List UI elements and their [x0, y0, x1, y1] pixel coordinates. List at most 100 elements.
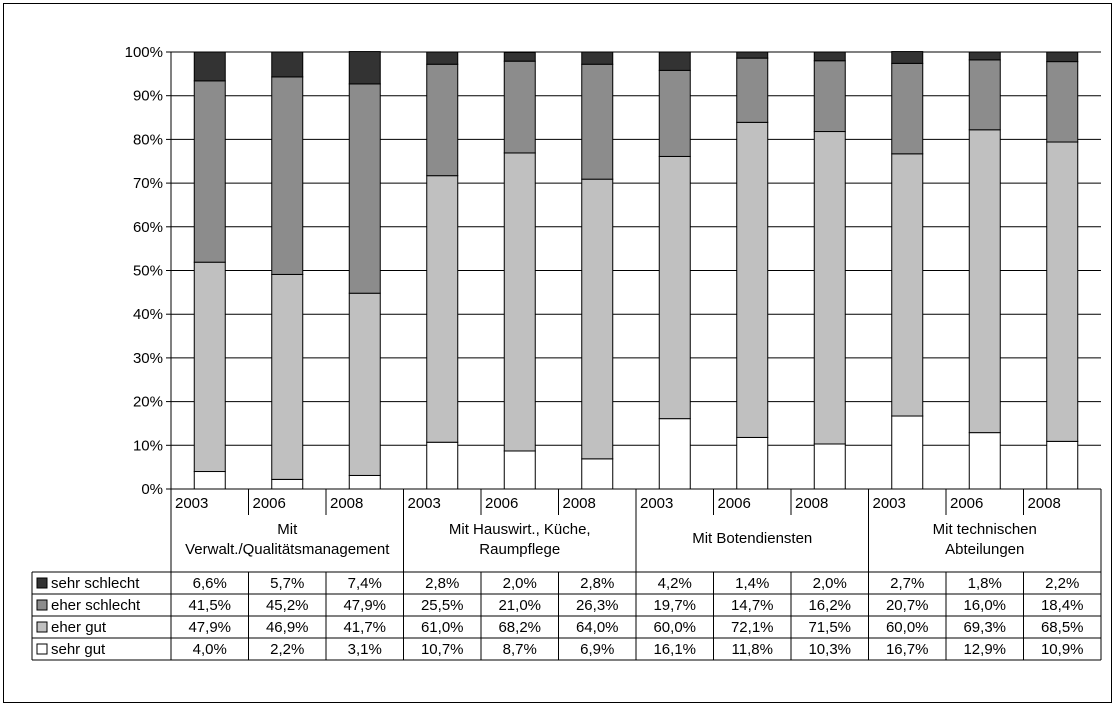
y-tick-label: 10% — [133, 437, 163, 454]
y-tick-label: 20% — [133, 394, 163, 411]
bar-eher-schlecht-1 — [271, 76, 304, 275]
bar-sehr-gut-7 — [736, 436, 769, 490]
bar-sehr-schlecht-11 — [1046, 51, 1079, 63]
data-label: 1,8% — [968, 575, 1002, 592]
legend-key-eher-schlecht — [36, 599, 48, 611]
data-label: 18,4% — [1041, 597, 1084, 614]
data-label: 25,5% — [421, 597, 464, 614]
data-label: 3,1% — [348, 641, 382, 658]
data-label: 10,7% — [421, 641, 464, 658]
y-tick-label: 40% — [133, 306, 163, 323]
bar-eher-gut-10 — [968, 129, 1001, 434]
legend-label: sehr gut — [51, 641, 106, 658]
stacked-bar-chart: 0% 10% 20% 30% 40% 50% 60% 70% 80% 90% 100% 2003 200… — [31, 44, 1102, 661]
data-label: 11,8% — [732, 641, 773, 658]
data-label: 69,3% — [963, 619, 1006, 636]
bar-eher-gut-6 — [658, 155, 691, 420]
bar-sehr-gut-11 — [1046, 440, 1079, 490]
bar-eher-schlecht-0 — [193, 80, 226, 263]
data-label: 72,1% — [731, 619, 774, 636]
bar-eher-gut-5 — [581, 178, 614, 460]
bar-eher-schlecht-11 — [1046, 61, 1079, 143]
bar-eher-schlecht-4 — [503, 60, 536, 154]
data-label: 6,6% — [193, 575, 227, 592]
bar-eher-gut-1 — [271, 273, 304, 480]
bar-eher-gut-9 — [891, 153, 924, 417]
bar-eher-gut-8 — [813, 131, 846, 445]
group-label: Mit Botendiensten — [692, 530, 812, 547]
group-label: Verwalt./Qualitätsmanagement — [185, 541, 390, 558]
bar-sehr-schlecht-3 — [426, 51, 459, 65]
year-label: 2003 — [408, 495, 441, 512]
data-label: 64,0% — [576, 619, 619, 636]
data-label: 5,7% — [270, 575, 304, 592]
bar-eher-schlecht-10 — [968, 59, 1001, 131]
group-label: Mit Hauswirt., Küche, — [449, 521, 591, 538]
y-tick-label: 100% — [125, 44, 163, 61]
data-label: 19,7% — [653, 597, 696, 614]
year-label: 2006 — [718, 495, 751, 512]
bar-sehr-gut-0 — [193, 471, 226, 490]
year-label: 2003 — [175, 495, 208, 512]
data-label: 41,7% — [343, 619, 386, 636]
data-label: 2,2% — [1045, 575, 1079, 592]
y-tick-label: 60% — [133, 219, 163, 236]
y-tick-label: 80% — [133, 131, 163, 148]
data-label: 2,2% — [270, 641, 304, 658]
legend-key-sehr-schlecht — [36, 577, 48, 589]
legend-label: sehr schlecht — [51, 575, 140, 592]
bar-eher-gut-0 — [193, 261, 226, 473]
bar-sehr-gut-10 — [968, 432, 1001, 490]
y-tick-label: 70% — [133, 175, 163, 192]
data-label: 41,5% — [188, 597, 231, 614]
data-label: 20,7% — [886, 597, 929, 614]
bar-sehr-schlecht-1 — [271, 51, 304, 78]
y-tick-label: 30% — [133, 350, 163, 367]
data-label: 26,3% — [576, 597, 619, 614]
year-label: 2006 — [950, 495, 983, 512]
data-label: 68,5% — [1041, 619, 1084, 636]
data-label: 21,0% — [498, 597, 541, 614]
legend-label: eher schlecht — [51, 597, 141, 614]
data-label: 4,2% — [658, 575, 692, 592]
data-label: 2,8% — [425, 575, 459, 592]
data-label: 2,8% — [580, 575, 614, 592]
group-label: Mit technischen — [933, 521, 1037, 538]
data-label: 46,9% — [266, 619, 309, 636]
data-label: 16,7% — [886, 641, 929, 658]
year-label: 2003 — [640, 495, 673, 512]
group-label: Raumpflege — [479, 541, 560, 558]
data-label: 10,9% — [1041, 641, 1084, 658]
data-label: 60,0% — [886, 619, 929, 636]
bar-sehr-gut-2 — [348, 474, 381, 490]
data-label: 2,7% — [890, 575, 924, 592]
data-label: 12,9% — [963, 641, 1006, 658]
data-label: 71,5% — [808, 619, 851, 636]
year-label: 2008 — [330, 495, 363, 512]
data-label: 45,2% — [266, 597, 309, 614]
legend-key-eher-gut — [36, 621, 48, 633]
legend-key-sehr-gut — [36, 643, 48, 655]
legend-label: eher gut — [51, 619, 107, 636]
year-label: 2006 — [253, 495, 286, 512]
data-label: 47,9% — [343, 597, 386, 614]
bar-eher-schlecht-9 — [891, 62, 924, 155]
year-label: 2008 — [563, 495, 596, 512]
data-label: 4,0% — [193, 641, 227, 658]
group-label: Abteilungen — [945, 541, 1024, 558]
bar-eher-gut-4 — [503, 152, 536, 452]
bar-sehr-schlecht-7 — [736, 51, 769, 59]
bar-eher-schlecht-6 — [658, 69, 691, 157]
bar-sehr-schlecht-9 — [891, 51, 924, 64]
bar-sehr-gut-1 — [271, 478, 304, 490]
bar-sehr-schlecht-8 — [813, 51, 846, 62]
year-label: 2006 — [485, 495, 518, 512]
data-label: 16,1% — [653, 641, 696, 658]
bar-eher-gut-11 — [1046, 141, 1079, 442]
bar-eher-schlecht-8 — [813, 60, 846, 133]
bar-sehr-gut-6 — [658, 418, 691, 490]
bar-sehr-schlecht-4 — [503, 51, 536, 62]
bar-sehr-schlecht-5 — [581, 51, 614, 65]
bar-sehr-schlecht-6 — [658, 51, 691, 71]
bar-sehr-gut-5 — [581, 458, 614, 490]
